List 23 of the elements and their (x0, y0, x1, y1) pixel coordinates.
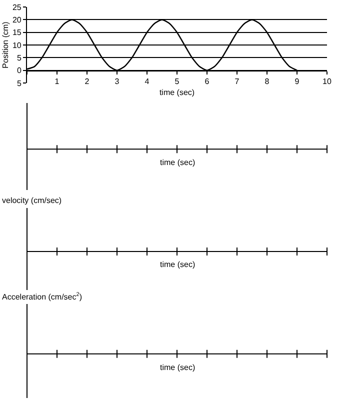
y-axis-title: Position (cm) (1, 21, 10, 68)
x-tick-label: 6 (204, 76, 210, 86)
y-tick-label: 5 (16, 53, 22, 62)
x-tick-label: 9 (294, 76, 300, 86)
x-tick-label: 5 (174, 76, 180, 86)
x-tick-label: 4 (144, 76, 150, 86)
x-tick-label: 3 (114, 76, 120, 86)
text: Acceleration (cm/sec$^{2}$) (2, 292, 82, 302)
x-tick-label: 1 (54, 76, 60, 86)
x-tick-label: 2 (84, 76, 90, 86)
text: time (sec) (160, 363, 196, 372)
x-tick-label: 10 (322, 76, 332, 86)
text: time (sec) (160, 260, 196, 269)
x-axis-title: time (sec) (159, 88, 195, 98)
y-tick-label: 20 (12, 15, 22, 24)
y-tick-label: 0 (16, 66, 22, 76)
x-tick-label: 7 (234, 76, 240, 86)
y-tick-label: 25 (12, 2, 22, 12)
y-tick-label: 15 (12, 28, 22, 38)
text: time (sec) (160, 158, 196, 167)
y-tick-label: 10 (12, 40, 22, 50)
x-tick-label: 8 (264, 76, 270, 86)
text: velocity (cm/sec) (2, 196, 62, 205)
